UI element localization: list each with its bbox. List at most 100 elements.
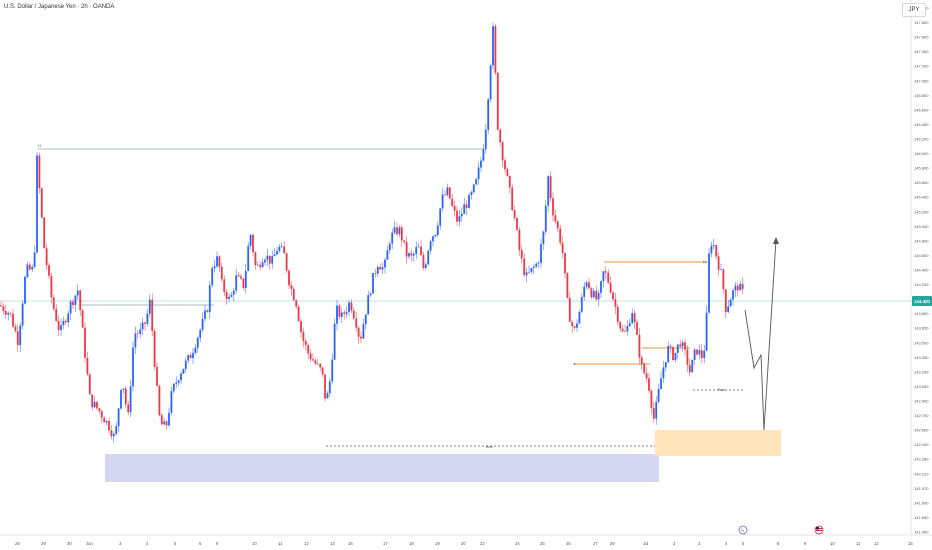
- candle-body: [655, 401, 658, 419]
- candle-body: [732, 290, 734, 300]
- symbol-title: U.S. Dollar / Japanese Yen · 2h · OANDA: [4, 4, 115, 10]
- time-tick-label: 4: [146, 541, 149, 546]
- candle-body: [722, 269, 725, 290]
- candle-body: [477, 167, 480, 180]
- candle-body: [100, 411, 103, 418]
- flag-stripe-icon: [816, 530, 822, 531]
- price-tick-label: 147.800: [914, 20, 929, 25]
- candle-body: [362, 324, 365, 339]
- candle-body: [309, 353, 312, 360]
- candle-body: [122, 388, 125, 390]
- candle-body: [24, 276, 26, 304]
- candle-body: [276, 251, 278, 255]
- candle-body: [204, 310, 206, 319]
- candle-body: [79, 290, 82, 311]
- candle-body: [379, 266, 382, 270]
- candle-body: [235, 275, 238, 291]
- time-tick-label: 16: [348, 541, 353, 546]
- candle-body: [108, 420, 110, 431]
- candle-body: [396, 227, 398, 235]
- candle-body: [508, 176, 511, 188]
- candle-body: [55, 309, 58, 321]
- candle-body: [556, 221, 559, 229]
- candle-body: [9, 312, 12, 314]
- candle-body: [468, 195, 470, 208]
- bos-label-right: Bos: [718, 387, 725, 392]
- candle-body: [136, 333, 139, 335]
- candle-body: [590, 288, 593, 298]
- candle-body: [614, 299, 617, 307]
- event-flash-icon[interactable]: [738, 525, 748, 535]
- candle-body: [415, 247, 418, 254]
- time-tick-label: 17: [383, 541, 388, 546]
- candle-body: [465, 204, 468, 208]
- time-tick-label: 10: [830, 541, 835, 546]
- projected-path-arrowhead: [773, 237, 779, 244]
- candle-body: [463, 204, 466, 214]
- candle-body: [139, 329, 142, 334]
- candle-body: [312, 359, 314, 361]
- candle-body: [686, 349, 689, 365]
- projected-path-line: [744, 239, 777, 431]
- candle-body: [271, 256, 274, 264]
- candle-body: [168, 412, 170, 426]
- candle-body: [660, 378, 662, 390]
- candle-body: [708, 253, 710, 313]
- candle-body: [681, 342, 684, 347]
- candle-body: [57, 320, 60, 331]
- time-tick-label: 10: [252, 541, 257, 546]
- candle-body: [244, 270, 247, 288]
- time-axis: 28 29 30 Jun 3 4 5 6 9 10 11 12 13 16 17 18 19 20 22 24 25 26…: [15, 541, 913, 546]
- candle-body: [60, 325, 62, 331]
- current-price-value: 144.491: [914, 299, 931, 304]
- candle-body: [434, 234, 437, 237]
- candle-body: [520, 250, 523, 259]
- candle-body: [480, 160, 482, 168]
- candle-body: [321, 367, 324, 375]
- candle-body: [144, 322, 146, 324]
- candle-body: [153, 330, 156, 367]
- candle-body: [573, 326, 576, 328]
- candle-body: [240, 276, 242, 279]
- candle-body: [676, 344, 679, 353]
- candle-body: [127, 404, 130, 413]
- time-tick-label: 30: [67, 541, 72, 546]
- candle-body: [187, 355, 190, 361]
- candle-body: [393, 227, 396, 233]
- candle-body: [45, 248, 48, 266]
- time-tick-label: 24: [515, 541, 520, 546]
- time-tick-label: 19: [435, 541, 440, 546]
- candle-body: [645, 373, 648, 379]
- currency-button[interactable]: JPY: [902, 3, 926, 17]
- candle-body: [542, 231, 545, 245]
- candle-body: [316, 363, 319, 365]
- candle-body: [669, 346, 672, 348]
- candle-body: [184, 360, 187, 369]
- candle-body: [549, 176, 552, 199]
- candle-body: [552, 198, 554, 216]
- candle-body: [256, 264, 259, 266]
- candle-body: [31, 266, 34, 270]
- candle-body: [300, 321, 302, 333]
- time-tick-label: 25: [540, 541, 545, 546]
- candle-body: [280, 246, 283, 247]
- candle-body: [182, 368, 185, 374]
- candle-body: [547, 176, 550, 206]
- candle-body: [580, 296, 583, 312]
- candle-body: [141, 322, 144, 330]
- candle-body: [530, 267, 533, 272]
- candle-body: [148, 299, 151, 314]
- time-tick-label: 29: [41, 541, 46, 546]
- time-tick-label: 11: [856, 541, 861, 546]
- candle-body: [460, 213, 463, 217]
- candle-body: [636, 322, 638, 335]
- price-tick-label: 146.600: [914, 107, 929, 112]
- candle-body: [302, 332, 305, 342]
- candle-body: [76, 290, 79, 296]
- candle-body: [439, 208, 442, 226]
- candle-body: [112, 433, 115, 437]
- price-tick-label: 146.000: [914, 151, 929, 156]
- candle-body: [513, 210, 516, 218]
- candle-body: [643, 363, 646, 374]
- price-tick-label: 143.800: [914, 311, 929, 316]
